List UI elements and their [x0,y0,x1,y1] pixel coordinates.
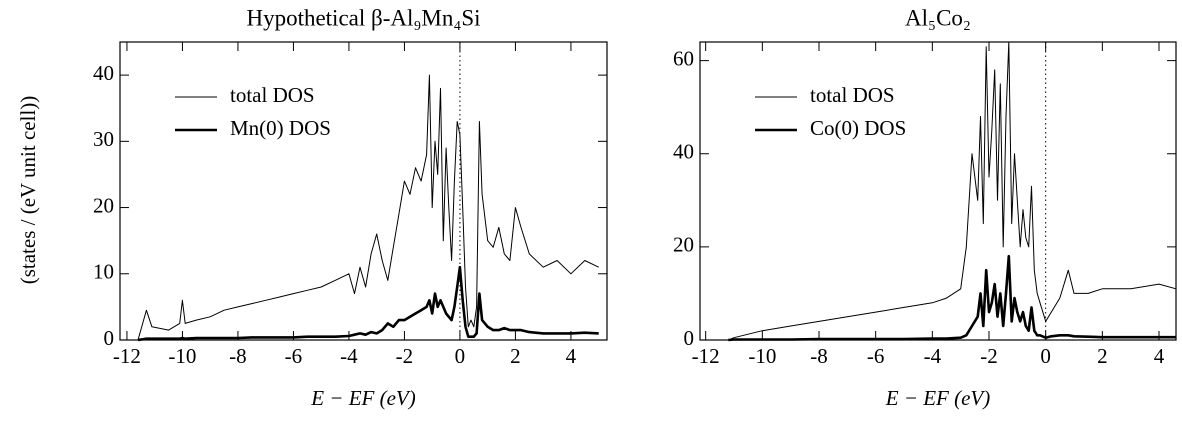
y-tick-label: 20 [673,233,694,257]
x-tick-label: 0 [1040,344,1051,368]
y-axis-label: (states / (eV unit cell)) [16,96,40,285]
legend-label: Co(0) DOS [810,116,906,140]
dos-line [728,254,1176,342]
legend-label: total DOS [810,83,895,107]
y-tick-label: 20 [93,193,114,217]
y-tick-label: 10 [93,260,114,284]
dos-line [137,74,599,341]
x-tick-label: -4 [340,344,358,368]
x-tick-label: -6 [285,344,303,368]
x-tick-label: -4 [924,344,942,368]
x-tick-label: -12 [692,344,720,368]
y-tick-label: 60 [673,46,694,70]
y-tick-label: 0 [684,326,695,350]
x-tick-label: 2 [510,344,521,368]
x-axis-label: E − EF (eV) [885,386,991,410]
y-tick-label: 30 [93,127,114,151]
y-tick-label: 40 [93,61,114,85]
y-tick-label: 0 [104,326,115,350]
x-tick-label: 4 [566,344,577,368]
x-tick-label: -10 [168,344,196,368]
x-tick-label: -6 [867,344,885,368]
plot-frame [119,41,608,341]
legend-label: total DOS [230,83,315,107]
x-tick-label: -2 [396,344,414,368]
chart-title: Al₅Co₂ [905,5,971,30]
x-tick-label: -8 [810,344,828,368]
y-tick-label: 40 [673,140,694,164]
plot-frame [699,41,1177,341]
x-tick-label: 2 [1097,344,1108,368]
x-tick-label: -2 [980,344,998,368]
x-tick-label: -12 [113,344,141,368]
x-tick-label: 0 [455,344,466,368]
legend-label: Mn(0) DOS [230,116,331,140]
x-tick-label: 4 [1154,344,1165,368]
chart-title: Hypothetical β-Al₉Mn₄Si [246,5,480,30]
dos-line [137,265,599,342]
x-tick-label: -10 [748,344,776,368]
dos-line [728,41,1177,341]
x-axis-label: E − EF (eV) [310,386,416,410]
x-tick-label: -8 [229,344,247,368]
